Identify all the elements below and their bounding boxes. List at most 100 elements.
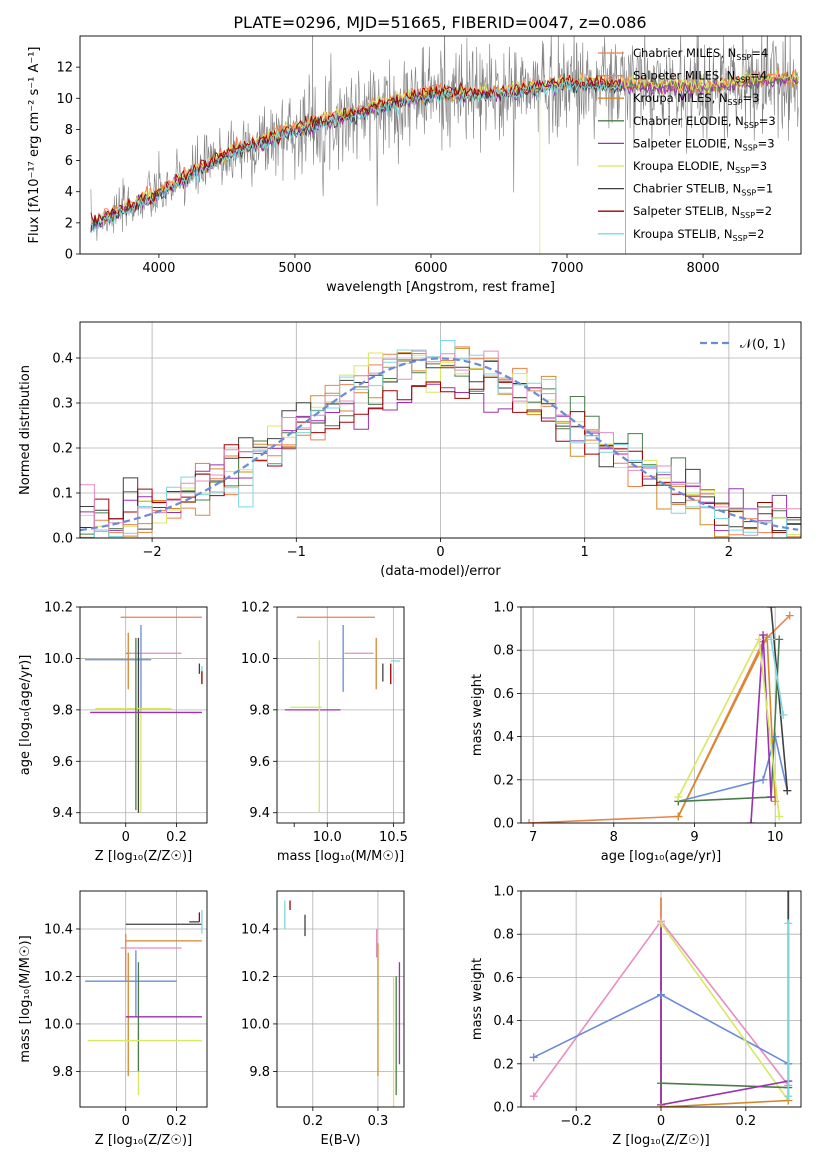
- weight-marker: [529, 1092, 538, 1101]
- legend-label: 𝒩(0, 1): [740, 336, 786, 351]
- y-tick-label: 9.8: [249, 1065, 270, 1080]
- plot-area: [284, 900, 401, 1107]
- plot-area: [284, 616, 401, 813]
- x-tick-label: 10: [767, 830, 784, 845]
- axes-frame: [79, 606, 208, 824]
- legend-count: =4: [750, 69, 767, 83]
- y-tick-label: 0.4: [52, 352, 73, 367]
- weight-marker: [785, 611, 794, 620]
- weight-marker: [657, 990, 665, 999]
- axes-frame: [276, 890, 405, 1108]
- legend-label: Salpeter MILES, NSSP=4: [633, 69, 767, 85]
- legend-label: Kroupa STELIB, NSSP=2: [633, 227, 764, 243]
- x-axis-label: Z [log₁₀(Z/Z☉)]: [612, 1133, 709, 1148]
- y-axis-label: Normed distribution: [18, 365, 33, 495]
- plot-area: [80, 340, 801, 538]
- legend-subscript: SSP: [728, 98, 743, 107]
- x-tick-label: −2: [143, 545, 162, 560]
- legend-label: Chabrier STELIB, NSSP=1: [633, 182, 773, 198]
- x-tick-label: −1: [287, 545, 306, 560]
- weight-marker: [759, 631, 768, 640]
- plot-background: [80, 891, 207, 1107]
- weight-line: [529, 615, 791, 823]
- plot-background: [80, 607, 207, 823]
- weight-line: [660, 922, 789, 1101]
- panel-massweight_vs_age: 7 8 9 10 0.0 0.2 0.4 0.6 0.8 1.0 age [log₁₀(age/yr…: [470, 601, 802, 864]
- weight-marker: [746, 819, 755, 823]
- y-tick-label: 1.0: [493, 601, 514, 616]
- x-axis-label: Z [log₁₀(Z/Z☉)]: [95, 849, 192, 864]
- weight-marker: [755, 635, 764, 644]
- y-tick-label: 10.4: [44, 922, 73, 937]
- y-tick-label: 10.0: [44, 1017, 73, 1032]
- y-tick-label: 6: [65, 154, 73, 169]
- panels: 4000 5000 6000 7000 8000024681012wavelength …: [18, 35, 802, 1148]
- weight-marker: [674, 793, 683, 802]
- figure-title: PLATE=0296, MJD=51665, FIBERID=0047, z=0…: [233, 13, 646, 32]
- residual-histogram: [80, 340, 801, 538]
- x-tick-label: 7000: [550, 261, 583, 276]
- y-tick-label: 10.4: [241, 922, 270, 937]
- observed-spectrum: [90, 36, 799, 241]
- legend-subscript: SSP: [736, 53, 751, 62]
- x-tick-label: 1: [581, 545, 589, 560]
- axes-frame: [520, 890, 802, 1108]
- y-tick-label: 9.4: [249, 806, 270, 821]
- y-tick-label: 10.2: [44, 601, 73, 616]
- plot-background: [277, 891, 404, 1107]
- x-tick-label: 7: [529, 830, 537, 845]
- plot-area: [525, 607, 794, 823]
- weight-marker: [674, 812, 683, 821]
- model-spectrum-line: [90, 70, 799, 227]
- x-tick-label: 8: [610, 830, 618, 845]
- weight-marker: [775, 812, 784, 821]
- y-tick-label: 0.8: [493, 928, 514, 943]
- x-tick-label: 10.0: [313, 830, 342, 845]
- legend-count: =3: [750, 159, 767, 173]
- y-tick-label: 0.3: [52, 397, 73, 412]
- y-tick-label: 9.6: [249, 755, 270, 770]
- x-tick-label: 6000: [414, 261, 447, 276]
- y-tick-label: 10: [56, 92, 73, 107]
- legend-subscript: SSP: [744, 121, 759, 130]
- y-tick-label: 0.0: [52, 532, 73, 547]
- y-tick-label: 0.4: [493, 1014, 514, 1029]
- weight-line: [660, 1080, 789, 1106]
- plot-area: [85, 909, 203, 1096]
- weight-marker: [784, 1092, 793, 1101]
- weight-marker: [759, 775, 768, 784]
- plot-area: [90, 36, 799, 254]
- axes-frame: [79, 321, 802, 539]
- y-tick-label: 10.2: [44, 970, 73, 985]
- panel-massweight_vs_Z: −0.2 0 0.2 0.0 0.2 0.4 0.6 0.8 1.0 Z [log₁₀(Z/Z☉)…: [470, 885, 802, 1148]
- panel-spectrum: 4000 5000 6000 7000 8000 0 2 4 6 8 10 12 wavelength …: [27, 35, 802, 295]
- legend-label: Chabrier ELODIE, NSSP=3: [633, 114, 776, 130]
- legend-label: Chabrier MILES, NSSP=4: [633, 46, 768, 62]
- y-axis-label: mass weight: [470, 958, 485, 1040]
- plot-background: [521, 607, 801, 823]
- legend-subscript: SSP: [733, 234, 748, 243]
- y-tick-label: 10.0: [241, 652, 270, 667]
- normal-reference-curve: [80, 357, 799, 532]
- legend-count: =2: [748, 227, 765, 241]
- legend-label: Salpeter STELIB, NSSP=2: [633, 204, 772, 220]
- y-tick-label: 0: [65, 248, 73, 263]
- panel-age_vs_mass: 10.0 10.5 9.4 9.6 9.8 10.0 10.2 mass [log₁₀(M/M…: [241, 601, 408, 865]
- weight-marker: [784, 919, 793, 928]
- y-tick-label: 0.2: [493, 1057, 514, 1072]
- weight-line: [770, 607, 789, 791]
- y-tick-label: 8: [65, 123, 73, 138]
- y-axis-label: mass [log₁₀(M/M☉)]: [18, 935, 33, 1062]
- y-axis-label: age [log₁₀(age/yr)]: [18, 655, 33, 776]
- x-tick-label: 0.3: [368, 1114, 389, 1129]
- axes-frame: [520, 606, 802, 824]
- x-tick-label: 8000: [687, 261, 720, 276]
- legend-subscript: SSP: [743, 143, 758, 152]
- weight-marker: [775, 635, 784, 644]
- axes-frame: [79, 35, 802, 255]
- y-axis-label: Flux [fλ10⁻¹⁷ erg cm⁻² s⁻¹ A⁻¹]: [27, 47, 42, 244]
- x-axis-label: E(B-V): [320, 1133, 360, 1148]
- x-tick-label: 0: [436, 545, 444, 560]
- legend-subscript: SSP: [740, 211, 755, 220]
